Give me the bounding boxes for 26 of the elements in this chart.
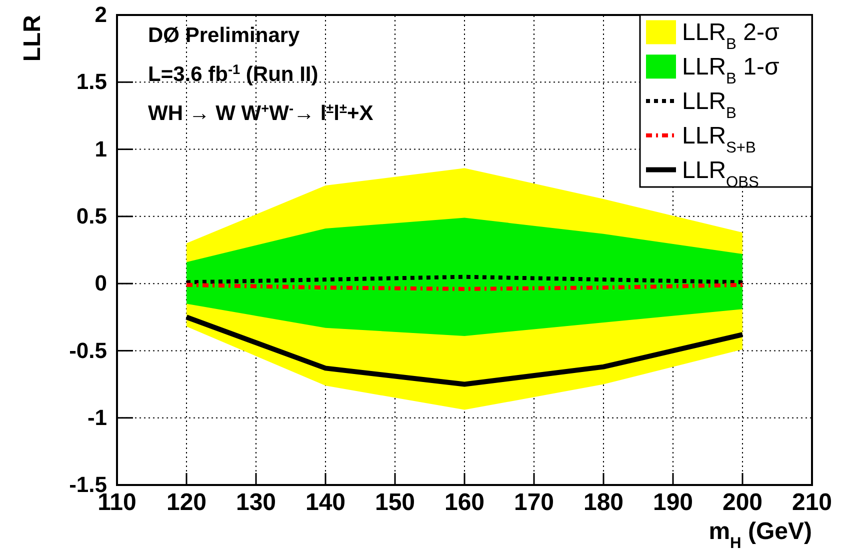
y-tick-label: 0 <box>94 270 107 296</box>
y-tick-label: 0.5 <box>76 203 107 228</box>
y-tick-label: 2 <box>94 2 107 28</box>
x-tick-label: 160 <box>444 489 485 516</box>
x-tick-label: 150 <box>374 489 416 516</box>
x-tick-label: 180 <box>583 489 624 516</box>
annotation: DØ Preliminary <box>148 24 300 47</box>
x-tick-label: 200 <box>722 489 763 516</box>
y-tick-label: -1 <box>87 404 107 430</box>
y-axis-title: LLR <box>19 15 46 62</box>
legend-label: LLR$_{S+B}$ <box>682 122 756 156</box>
legend-label: LLR$_{B}$ 2-σ <box>682 19 780 53</box>
y-tick-label: 1.5 <box>76 69 107 94</box>
y-tick-label: 1 <box>94 136 107 162</box>
legend-label: LLR$_{B}$ 1-σ <box>682 54 780 88</box>
y-tick-label: -0.5 <box>69 338 107 363</box>
x-tick-label: 190 <box>652 489 694 516</box>
legend-label: LLR$_{B}$ <box>682 88 736 122</box>
x-tick-label: 140 <box>305 489 346 516</box>
x-tick-label: 120 <box>166 489 207 516</box>
x-tick-label: 170 <box>514 489 554 516</box>
x-axis-title: m$_{H}$ (GeV) <box>708 518 812 551</box>
annotation: L=3.6 fb$^{-1}$ (Run II) <box>148 62 318 86</box>
x-tick-label: 210 <box>792 489 832 516</box>
text: WH → W W$^{+}$W$^{-}$→ l$^{±}$l$^{±}$+X <box>148 100 374 125</box>
x-tick-label: 130 <box>236 489 276 516</box>
